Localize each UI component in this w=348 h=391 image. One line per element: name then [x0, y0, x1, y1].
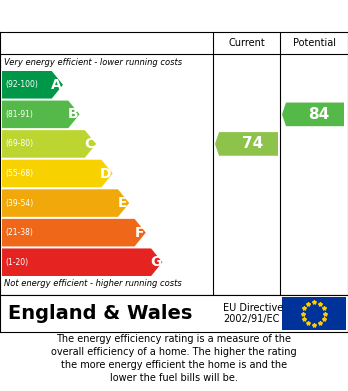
Polygon shape — [2, 160, 113, 187]
Text: C: C — [84, 137, 95, 151]
Text: (69-80): (69-80) — [5, 140, 33, 149]
Text: A: A — [51, 78, 62, 92]
Text: (1-20): (1-20) — [5, 258, 28, 267]
Bar — [282, 297, 346, 330]
Text: EU Directive
2002/91/EC: EU Directive 2002/91/EC — [223, 303, 283, 324]
Polygon shape — [282, 102, 344, 126]
Polygon shape — [2, 248, 163, 276]
Text: Energy Efficiency Rating: Energy Efficiency Rating — [10, 9, 220, 23]
Text: E: E — [118, 196, 127, 210]
Text: D: D — [100, 167, 112, 181]
Text: 74: 74 — [242, 136, 263, 151]
Text: (39-54): (39-54) — [5, 199, 33, 208]
Text: Not energy efficient - higher running costs: Not energy efficient - higher running co… — [4, 279, 182, 288]
Text: Current: Current — [228, 38, 265, 48]
Text: (81-91): (81-91) — [5, 110, 33, 119]
Text: 84: 84 — [308, 107, 330, 122]
Text: The energy efficiency rating is a measure of the
overall efficiency of a home. T: The energy efficiency rating is a measur… — [51, 334, 297, 383]
Polygon shape — [215, 132, 278, 156]
Text: Very energy efficient - lower running costs: Very energy efficient - lower running co… — [4, 58, 182, 67]
Text: (21-38): (21-38) — [5, 228, 33, 237]
Text: (92-100): (92-100) — [5, 80, 38, 89]
Text: G: G — [150, 255, 161, 269]
Polygon shape — [2, 219, 146, 246]
Text: England & Wales: England & Wales — [8, 304, 192, 323]
Polygon shape — [2, 71, 63, 99]
Polygon shape — [2, 130, 96, 158]
Text: F: F — [134, 226, 144, 240]
Text: (55-68): (55-68) — [5, 169, 33, 178]
Text: B: B — [68, 108, 78, 121]
Polygon shape — [2, 100, 80, 128]
Polygon shape — [2, 189, 129, 217]
Text: Potential: Potential — [293, 38, 335, 48]
